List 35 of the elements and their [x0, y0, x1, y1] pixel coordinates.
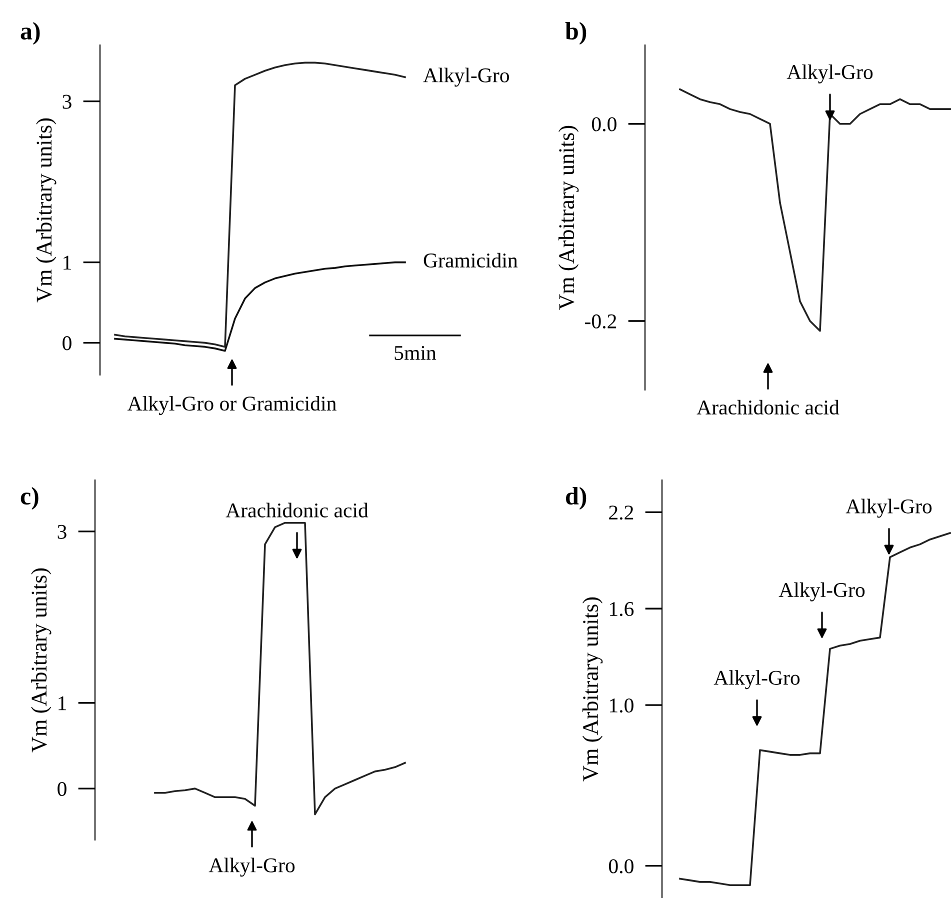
- y-tick-label: 2.2: [609, 506, 634, 520]
- y-tick-label: 0: [62, 336, 72, 350]
- y-tick-label: 1.6: [610, 602, 634, 616]
- line-series: [114, 62, 406, 348]
- series-label: Gramicidin: [424, 252, 518, 268]
- y-tick-label: 3: [58, 524, 66, 539]
- y-tick-label: 1: [64, 256, 71, 270]
- line-series: [679, 532, 951, 886]
- annotation: Alkyl-Gro: [846, 498, 932, 518]
- text: Arachidonic acid: [696, 400, 840, 415]
- y-tick-label: 1: [58, 696, 66, 710]
- line-series: [679, 88, 951, 332]
- y-axis-title: Vm (Arbitrary units): [558, 126, 579, 310]
- y-axis-title: Vm (Arbitrary units): [36, 118, 56, 302]
- line-series: [154, 522, 406, 816]
- y-axis-title: Vm (Arbitrary units): [31, 568, 52, 752]
- y-tick-label: 0: [58, 782, 66, 796]
- annotation: Alkyl-Gro: [714, 670, 800, 690]
- text: Alkyl-Gro or Gramicidin: [127, 396, 336, 415]
- y-tick-label: 0.0: [608, 859, 634, 874]
- annotation: 5min: [394, 346, 436, 360]
- series-label: Alkyl-Gro: [423, 68, 509, 87]
- chart-title: c): [20, 487, 38, 510]
- chart-title: d): [566, 487, 586, 510]
- chart-title: b): [565, 22, 586, 45]
- y-tick-label: 3: [62, 94, 72, 109]
- y-tick-label: 0.0: [592, 117, 616, 132]
- y-tick-label: 1.0: [610, 698, 634, 713]
- annotation: Alkyl-Gro: [786, 64, 873, 84]
- annotation: Alkyl-Gro: [778, 582, 865, 602]
- y-tick-label: -0.2: [585, 314, 616, 329]
- chart-title: a): [20, 22, 40, 45]
- text: Alkyl-Gro: [208, 858, 295, 877]
- y-axis-title: Vm (Arbitrary units): [582, 597, 603, 782]
- annotation: Arachidonic acid: [226, 502, 368, 518]
